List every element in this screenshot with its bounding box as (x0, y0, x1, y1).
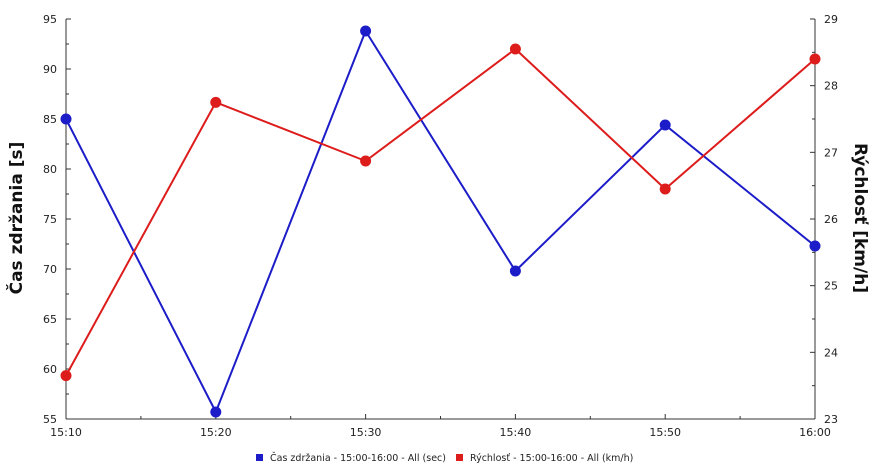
left-y-ticks: 55 60 65 70 75 80 85 90 95 (43, 13, 71, 426)
legend-swatch-1 (455, 454, 463, 461)
x-tick-label: 15:30 (350, 426, 382, 439)
series-1-point (360, 155, 372, 167)
left-tick-label: 60 (43, 363, 57, 376)
series-0-point (60, 113, 72, 125)
x-tick-label: 15:50 (649, 426, 681, 439)
right-tick-label: 23 (824, 413, 838, 426)
right-tick-label: 25 (824, 280, 838, 293)
left-tick-label: 75 (43, 213, 57, 226)
right-y-ticks: 23 24 25 26 27 28 29 (810, 13, 838, 426)
series-1-point (509, 43, 521, 55)
legend-label-1: Rýchlosť - 15:00-16:00 - All (km/h) (470, 453, 633, 464)
series-0-point (509, 265, 521, 277)
x-tick-label: 16:00 (799, 426, 831, 439)
left-tick-label: 95 (43, 13, 57, 26)
right-tick-label: 24 (824, 346, 838, 359)
series-line-0 (65, 30, 816, 413)
right-tick-label: 28 (824, 80, 838, 93)
series-1-point (659, 183, 671, 195)
left-tick-label: 70 (43, 263, 57, 276)
series-0-point (210, 406, 222, 418)
right-tick-label: 26 (824, 213, 838, 226)
series-1-point (60, 370, 72, 382)
right-tick-label: 29 (824, 13, 838, 26)
x-ticks: 15:10 15:20 15:30 15:40 15:50 16:00 (50, 414, 831, 439)
left-y-axis-title: Čas zdržania [s] (5, 142, 27, 295)
left-tick-label: 90 (43, 63, 57, 76)
left-tick-label: 65 (43, 313, 57, 326)
x-tick-label: 15:40 (500, 426, 532, 439)
series-1-point (210, 96, 222, 108)
left-tick-label: 85 (43, 113, 57, 126)
series-0-point (809, 240, 821, 252)
series-0-point (659, 119, 671, 131)
left-tick-label: 80 (43, 163, 57, 176)
series-1-point (809, 53, 821, 65)
series-0-point (360, 25, 372, 37)
series-line-1 (65, 48, 816, 377)
right-tick-label: 27 (824, 146, 838, 159)
series-layer (60, 25, 821, 418)
right-y-axis-title: Rýchlosť [km/h] (850, 143, 870, 293)
legend: Čas zdržania - 15:00-16:00 - All (sec) Rý… (256, 452, 633, 464)
left-tick-label: 55 (43, 413, 57, 426)
legend-swatch-0 (256, 454, 263, 461)
x-tick-label: 15:20 (200, 426, 232, 439)
legend-label-0: Čas zdržania - 15:00-16:00 - All (sec) (270, 452, 446, 464)
x-tick-label: 15:10 (50, 426, 82, 439)
